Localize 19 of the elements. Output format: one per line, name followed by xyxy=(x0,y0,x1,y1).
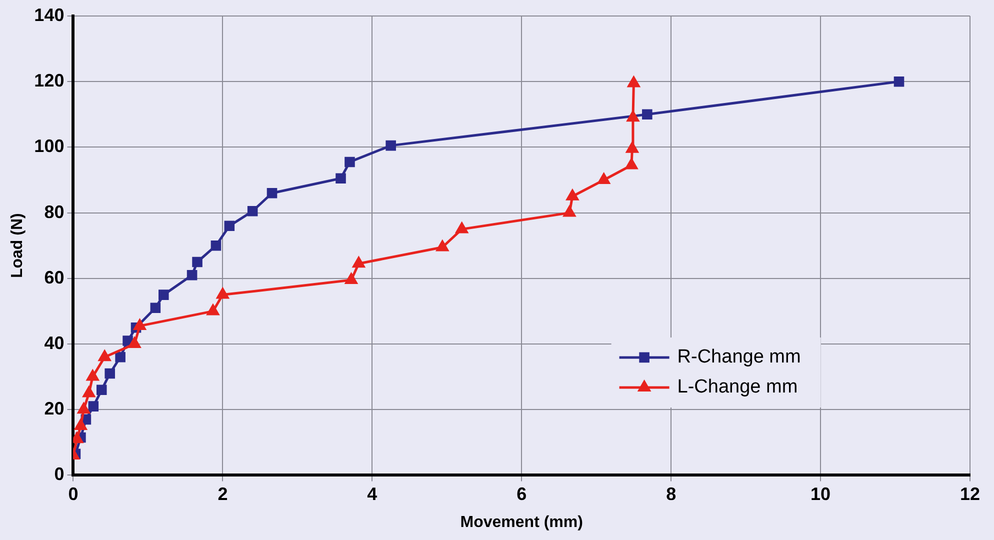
y-tick-label: 60 xyxy=(44,267,64,288)
x-tick-label: 8 xyxy=(666,484,676,504)
x-tick-label: 4 xyxy=(367,484,378,504)
x-axis-title: Movement (mm) xyxy=(460,514,583,531)
y-tick-label: 140 xyxy=(34,4,64,25)
x-tick-label: 12 xyxy=(960,484,980,504)
y-tick-label: 40 xyxy=(44,332,64,353)
x-tick-label: 10 xyxy=(810,484,831,504)
x-tick-label: 6 xyxy=(516,484,527,504)
legend-label: R-Change mm xyxy=(677,346,801,368)
y-tick-label: 100 xyxy=(34,136,64,156)
x-tick-label: 2 xyxy=(218,484,228,504)
legend-label: L-Change mm xyxy=(677,376,798,398)
y-tick-label: 0 xyxy=(54,464,64,484)
x-tick-label: 0 xyxy=(68,484,78,504)
y-tick-label: 80 xyxy=(44,202,64,222)
y-tick-label: 120 xyxy=(34,70,64,91)
y-axis-title: Load (N) xyxy=(9,213,26,278)
y-tick-label: 20 xyxy=(44,398,64,419)
